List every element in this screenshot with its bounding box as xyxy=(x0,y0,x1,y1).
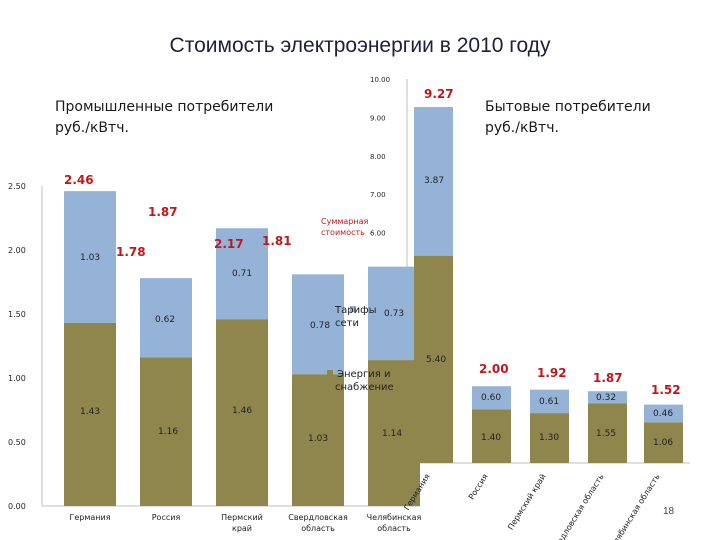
industrial-energy-value: 1.46 xyxy=(232,406,252,416)
household-tariff-bar xyxy=(644,404,683,423)
household-tariff-bar xyxy=(472,386,511,410)
slide-number: 18 xyxy=(663,506,675,517)
legend-tariff-label: сети xyxy=(335,318,359,329)
industrial-ytick-label: 1.00 xyxy=(8,374,26,383)
industrial-energy-value: 1.16 xyxy=(158,427,178,437)
industrial-tariff-value: 0.73 xyxy=(384,309,404,319)
household-tariff-bar xyxy=(588,391,627,404)
household-ytick-label: 10.00 xyxy=(370,76,390,84)
industrial-energy-bar xyxy=(140,357,192,506)
legend-energy-swatch xyxy=(327,370,333,376)
industrial-tariff-value: 0.62 xyxy=(155,315,175,325)
household-energy-value: 1.30 xyxy=(539,433,559,443)
household-energy-bar xyxy=(588,403,627,463)
household-total-value: 9.27 xyxy=(424,87,454,101)
household-tariff-bar xyxy=(414,107,453,256)
industrial-ytick-label: 2.50 xyxy=(8,182,26,191)
legend-tariff-label: Тарифы xyxy=(334,305,377,316)
industrial-total-value: 1.81 xyxy=(262,234,292,248)
industrial-tariff-bar xyxy=(140,278,192,358)
legend-energy-label: снабжение xyxy=(335,382,394,393)
industrial-category-label: Россия xyxy=(152,513,181,522)
industrial-ytick-label: 0.00 xyxy=(8,502,26,511)
industrial-tariff-value: 0.78 xyxy=(310,321,330,331)
industrial-ytick-label: 0.50 xyxy=(8,438,26,447)
household-energy-bar xyxy=(644,422,683,463)
industrial-subtitle: Промышленные потребители руб./кВтч. xyxy=(55,99,274,136)
household-category-label: Свердловская область xyxy=(547,472,605,540)
industrial-energy-bar xyxy=(292,374,344,506)
industrial-category-label: Свердловская xyxy=(288,513,348,522)
industrial-category-label: область xyxy=(377,524,411,533)
household-energy-bar xyxy=(472,409,511,463)
industrial-energy-bar xyxy=(64,322,116,506)
household-ytick-label: 8.00 xyxy=(370,153,386,161)
household-tariff-value: 0.32 xyxy=(596,393,616,403)
household-ytick-label: 6.00 xyxy=(370,230,386,238)
legend-total-label: Суммарная xyxy=(321,217,369,226)
household-energy-value: 1.55 xyxy=(596,429,616,439)
household-energy-bar xyxy=(414,255,453,463)
household-total-value: 2.00 xyxy=(479,362,509,376)
household-subtitle: Бытовые потребители руб./кВтч. xyxy=(485,99,651,136)
household-tariff-value: 0.60 xyxy=(481,393,501,403)
industrial-tariff-value: 0.71 xyxy=(232,269,252,279)
industrial-energy-value: 1.43 xyxy=(80,407,100,417)
household-category-label: Пермский край xyxy=(506,472,548,531)
industrial-ytick-label: 2.00 xyxy=(8,246,26,255)
industrial-energy-bar xyxy=(368,360,420,506)
industrial-total-value: 2.17 xyxy=(214,237,244,251)
household-ytick-label: 9.00 xyxy=(370,114,386,122)
industrial-tariff-bar xyxy=(368,266,420,361)
industrial-category-label: Челябинская xyxy=(367,513,422,522)
industrial-tariff-bar xyxy=(292,274,344,375)
household-category-label: Россия xyxy=(467,472,490,501)
household-ytick-label: 7.00 xyxy=(370,191,386,199)
household-tariff-value: 0.61 xyxy=(539,397,559,407)
household-total-value: 1.87 xyxy=(593,371,623,385)
industrial-ytick-label: 1.50 xyxy=(8,310,26,319)
industrial-category-label: край xyxy=(232,524,252,533)
industrial-energy-value: 1.14 xyxy=(382,429,402,439)
household-energy-value: 1.06 xyxy=(653,438,673,448)
household-energy-value: 1.40 xyxy=(481,433,501,443)
household-energy-bar xyxy=(530,413,569,463)
household-total-value: 1.52 xyxy=(651,383,681,397)
household-tariff-bar xyxy=(530,389,569,414)
household-tariff-value: 3.87 xyxy=(424,176,444,186)
household-energy-value: 5.40 xyxy=(426,355,446,365)
industrial-total-value: 2.46 xyxy=(64,173,94,187)
household-tariff-value: 0.46 xyxy=(653,409,673,419)
industrial-category-label: область xyxy=(301,524,335,533)
industrial-energy-bar xyxy=(216,319,268,506)
legend-energy-label: Энергия и xyxy=(337,369,390,380)
industrial-tariff-value: 1.03 xyxy=(80,253,100,263)
industrial-category-label: Германия xyxy=(69,513,110,522)
industrial-category-label: Пермский xyxy=(221,513,263,522)
household-total-value: 1.92 xyxy=(537,366,567,380)
legend-tariff-swatch xyxy=(350,306,356,312)
industrial-energy-value: 1.03 xyxy=(308,434,328,444)
industrial-tariff-bar xyxy=(64,191,116,323)
industrial-total-value: 1.87 xyxy=(148,205,178,219)
industrial-tariff-bar xyxy=(216,228,268,320)
industrial-total-value: 1.78 xyxy=(116,245,146,259)
household-category-label: Челябинская область xyxy=(606,472,662,540)
legend-total-label: стоимость xyxy=(321,228,365,237)
slide-title: Стоимость электроэнергии в 2010 году xyxy=(169,34,551,57)
